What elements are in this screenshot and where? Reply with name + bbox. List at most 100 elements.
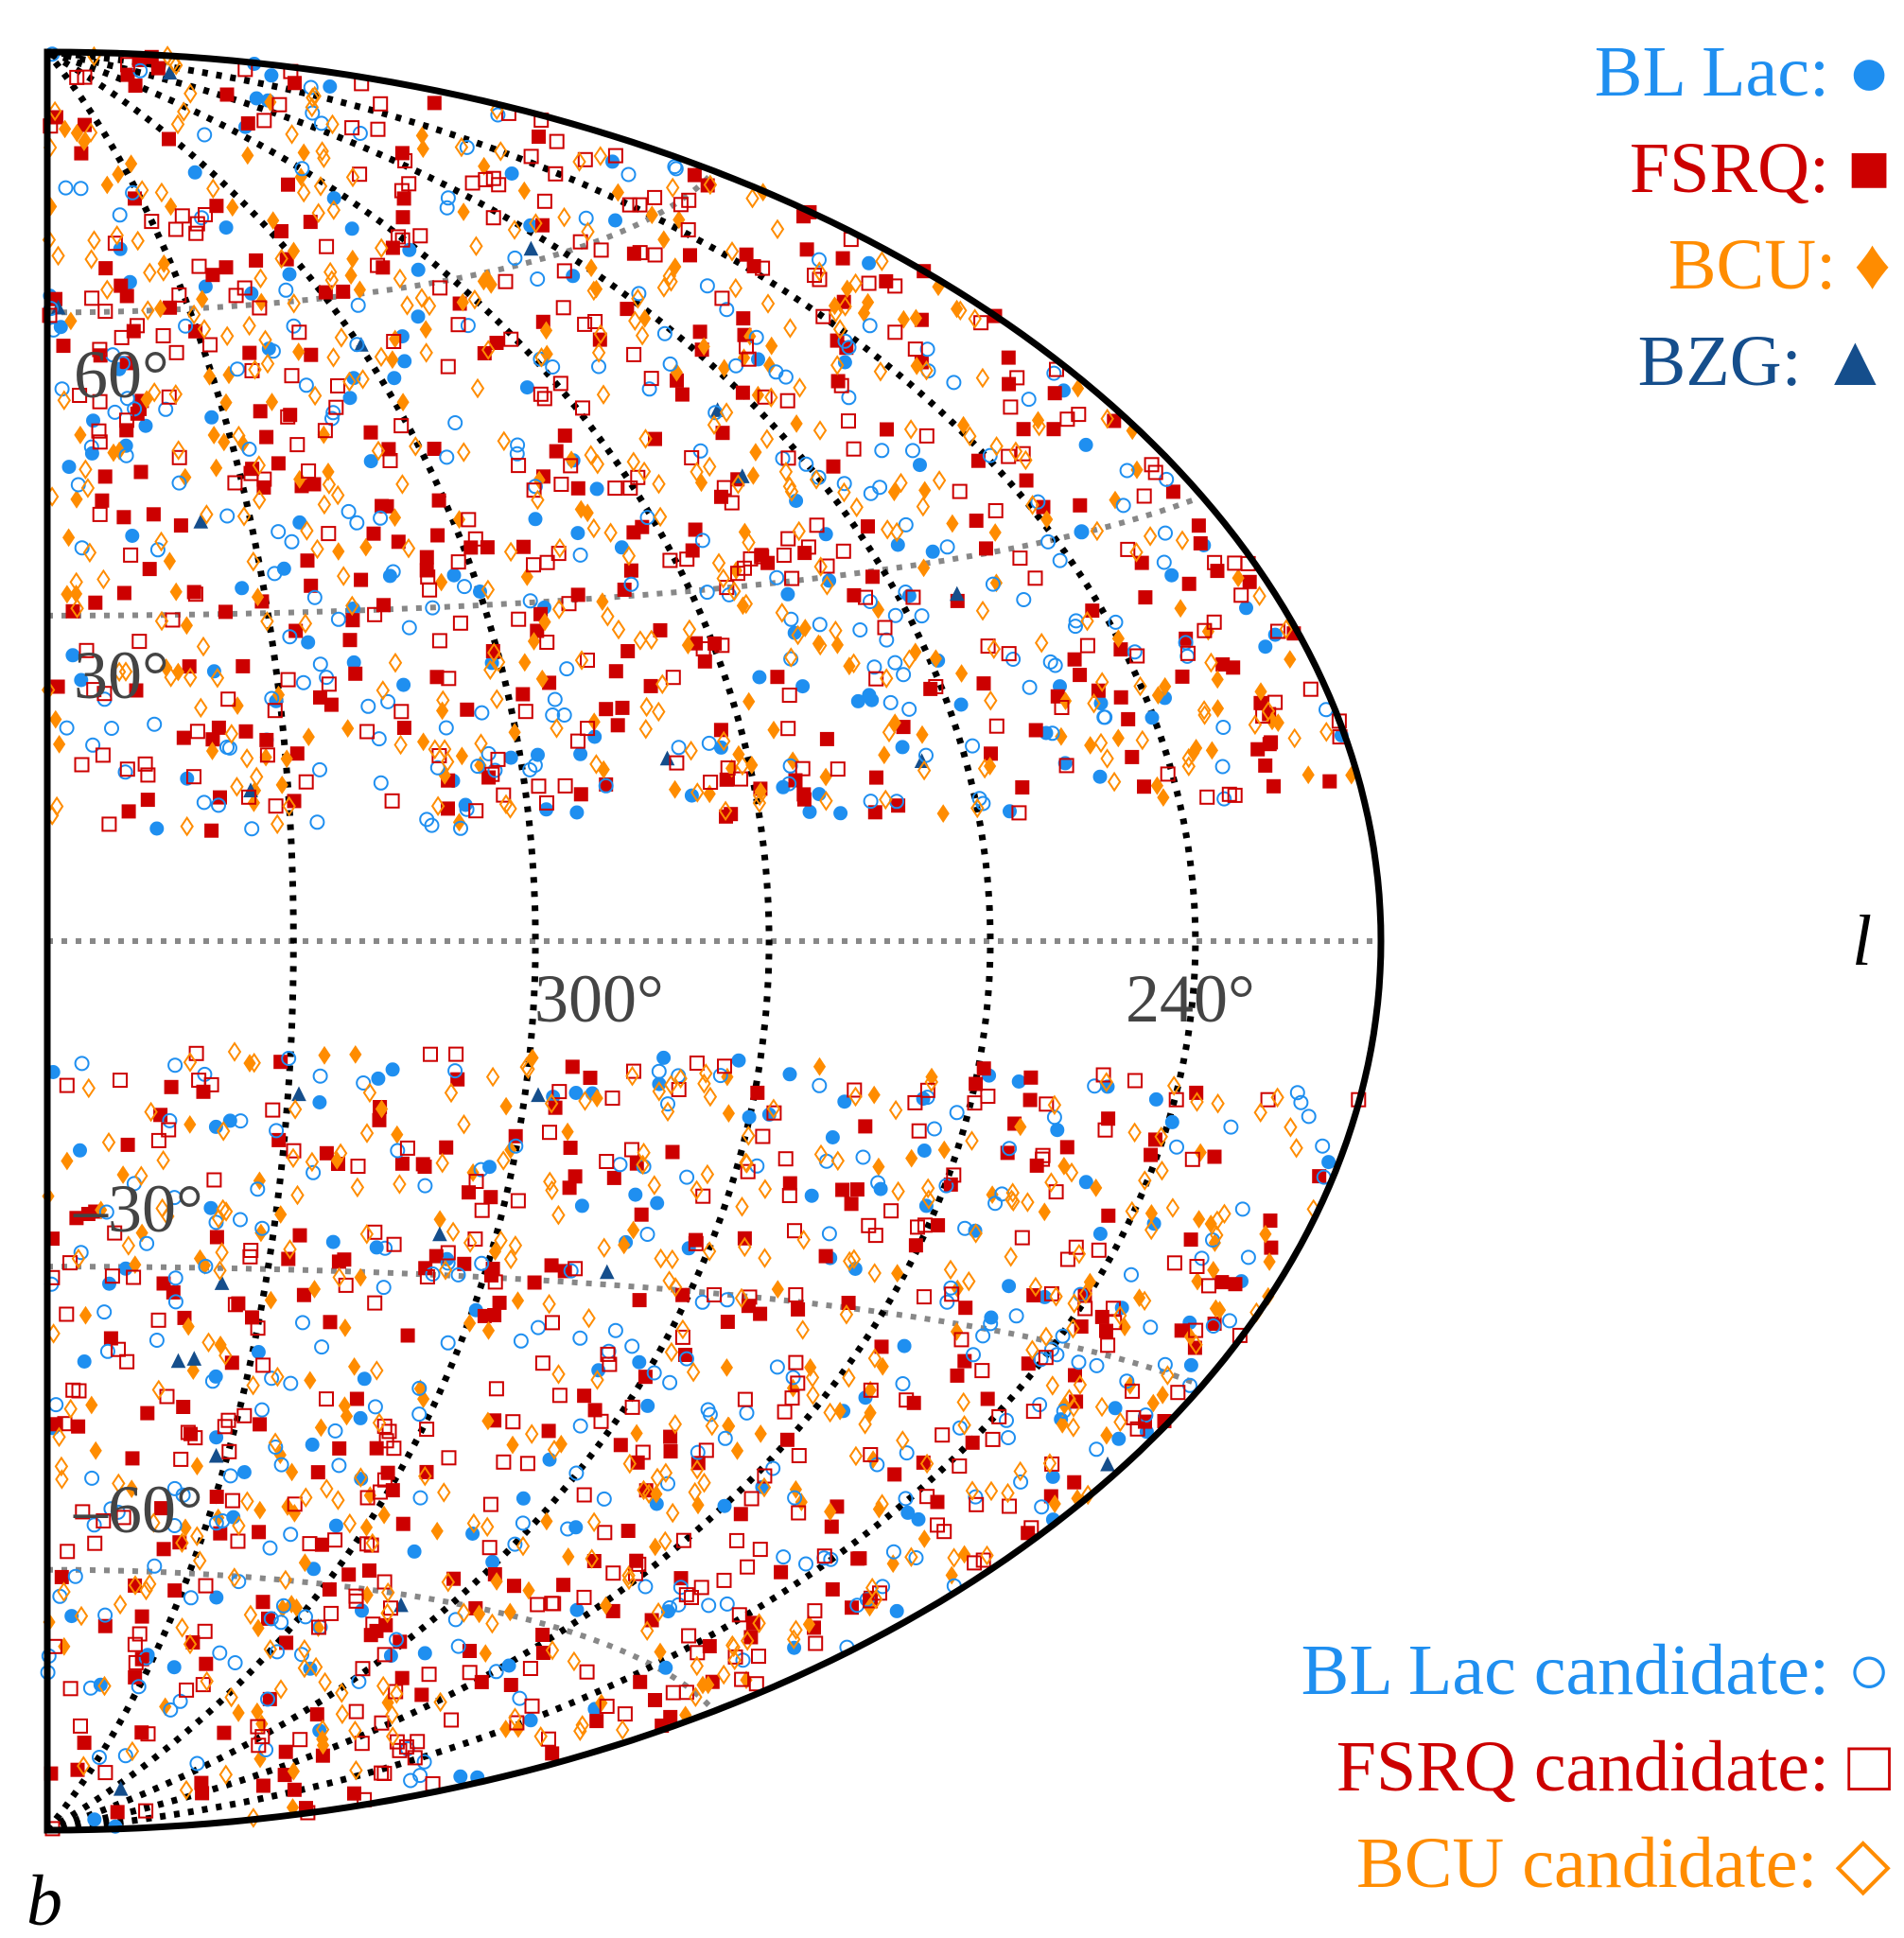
point-circle-open <box>572 1330 588 1346</box>
point-square-open <box>481 1540 498 1556</box>
point-square-open <box>255 1357 271 1373</box>
point-circle-filled <box>632 1354 647 1370</box>
point-diamond-open <box>1066 1318 1080 1339</box>
point-circle-filled <box>1114 1301 1129 1316</box>
point-square-open <box>79 642 95 658</box>
point-square-open <box>953 1332 969 1348</box>
point-square-filled <box>1207 1149 1222 1164</box>
point-diamond-open <box>480 1516 495 1538</box>
point-circle-open <box>898 516 914 533</box>
point-diamond-open <box>849 497 864 518</box>
point-circle-open <box>624 1338 640 1354</box>
point-circle-open <box>896 667 912 683</box>
point-circle-open <box>330 611 346 627</box>
point-diamond-filled <box>872 1157 885 1177</box>
point-diamond-open <box>557 206 571 228</box>
point-diamond-open <box>155 1197 169 1219</box>
point-square-open <box>863 1382 879 1398</box>
point-circle-filled <box>396 677 411 692</box>
point-diamond-open <box>782 476 797 498</box>
point-diamond-filled <box>540 1511 553 1531</box>
point-diamond-open <box>688 1481 702 1503</box>
point-square-filled <box>419 550 434 565</box>
point-diamond-open <box>445 1221 461 1243</box>
point-square-open <box>539 635 555 650</box>
point-square-filled <box>119 423 134 438</box>
point-diamond-open <box>916 496 931 517</box>
point-diamond-open <box>917 759 932 781</box>
point-square-filled <box>176 730 191 745</box>
point-circle-open <box>314 1339 330 1355</box>
point-diamond-open <box>296 182 311 203</box>
point-diamond-open <box>110 224 124 246</box>
point-circle-open <box>679 1351 694 1367</box>
point-diamond-open <box>1039 1326 1054 1348</box>
point-circle-filled <box>895 740 910 755</box>
point-square-open <box>127 1636 143 1652</box>
point-circle-open <box>74 540 90 556</box>
point-square-open <box>440 1245 456 1261</box>
point-square-open <box>729 1532 744 1548</box>
point-diamond-open <box>374 237 389 259</box>
point-diamond-open <box>858 1414 872 1435</box>
point-diamond-open <box>246 1807 261 1828</box>
point-diamond-open <box>542 1293 556 1315</box>
point-square-open <box>846 441 862 457</box>
point-diamond-open <box>1045 1375 1060 1396</box>
point-square-open <box>576 1487 592 1503</box>
point-square-open <box>422 582 438 598</box>
point-square-open <box>523 148 539 165</box>
point-square-filled <box>287 1782 302 1797</box>
point-circle-open <box>440 1255 456 1271</box>
point-square-open <box>386 1236 402 1252</box>
point-diamond-open <box>734 1287 749 1309</box>
point-diamond-open <box>621 545 637 567</box>
legend-fsrq: FSRQ: ■ <box>1630 132 1891 204</box>
point-diamond-filled <box>264 1290 278 1310</box>
point-diamond-open <box>921 1189 936 1211</box>
point-diamond-filled <box>790 413 803 433</box>
point-square-open <box>171 449 187 465</box>
point-diamond-filled <box>988 523 1002 542</box>
point-diamond-open <box>987 638 1002 660</box>
point-square-filled <box>487 1308 502 1322</box>
point-circle-filled <box>249 91 264 106</box>
point-square-open <box>579 1664 595 1680</box>
point-square-open <box>835 543 851 559</box>
point-circle-open <box>294 1647 309 1663</box>
point-diamond-open <box>1004 1246 1018 1267</box>
point-square-open <box>1197 622 1213 638</box>
point-square-open <box>1012 550 1028 567</box>
point-diamond-open <box>875 1493 889 1514</box>
point-circle-open <box>985 576 1001 592</box>
point-diamond-open <box>984 690 998 711</box>
point-square-open <box>468 803 484 819</box>
point-diamond-open <box>875 251 889 272</box>
point-diamond-filled <box>878 745 891 765</box>
point-diamond-open <box>745 187 760 209</box>
point-diamond-open <box>190 1526 204 1547</box>
longitude-gridline-240 <box>46 48 994 1834</box>
point-diamond-open <box>637 1142 651 1163</box>
point-square-open <box>407 1750 423 1766</box>
point-circle-open <box>852 622 868 637</box>
point-circle-open <box>298 1609 313 1625</box>
point-diamond-open <box>81 1077 96 1099</box>
point-square-filled <box>116 510 131 525</box>
point-circle-filled <box>780 586 795 602</box>
point-circle-open <box>148 1333 165 1348</box>
point-diamond-open <box>902 649 917 671</box>
point-diamond-open <box>463 1232 478 1253</box>
point-square-filled <box>224 1355 239 1371</box>
point-diamond-open <box>183 83 198 104</box>
point-square-filled <box>140 793 155 808</box>
point-diamond-open <box>57 390 72 411</box>
point-diamond-filled <box>125 1479 138 1499</box>
point-circle-filled <box>203 1200 218 1215</box>
point-square-filled <box>236 658 251 673</box>
point-square-open <box>412 228 428 244</box>
point-circle-open <box>572 547 588 563</box>
point-square-open <box>467 1231 483 1247</box>
point-circle-open <box>662 356 678 372</box>
point-diamond-open <box>467 288 482 310</box>
